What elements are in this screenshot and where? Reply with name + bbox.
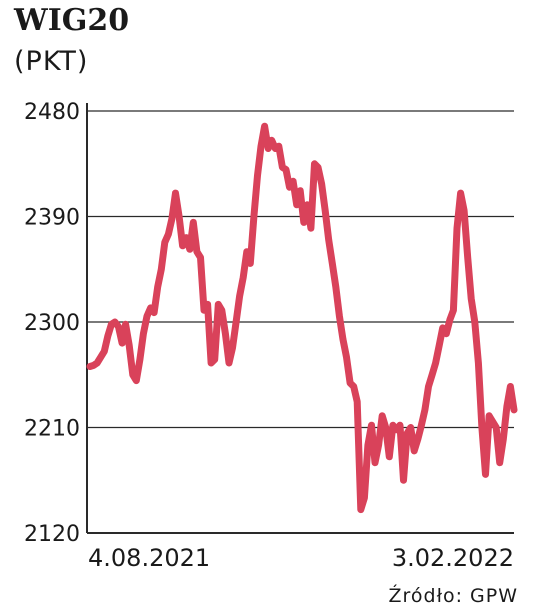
y-tick-label: 2480 xyxy=(24,100,80,125)
x-tick-end: 3.02.2022 xyxy=(392,544,514,572)
gridlines xyxy=(87,110,514,534)
y-tick-label: 2120 xyxy=(24,522,80,547)
y-tick-label: 2300 xyxy=(24,311,80,336)
y-tick-label: 2210 xyxy=(24,417,80,442)
source-note: Źródło: GPW xyxy=(388,584,518,607)
series-group xyxy=(86,122,518,514)
x-tick-start: 4.08.2021 xyxy=(88,544,210,572)
series-line xyxy=(86,122,518,514)
chart-title: WIG20 xyxy=(13,3,129,38)
y-axis-ticks: 2120 2210 2300 2390 2480 xyxy=(24,100,80,547)
chart-subtitle: (PKT) xyxy=(14,46,88,77)
y-tick-label: 2390 xyxy=(24,206,80,231)
